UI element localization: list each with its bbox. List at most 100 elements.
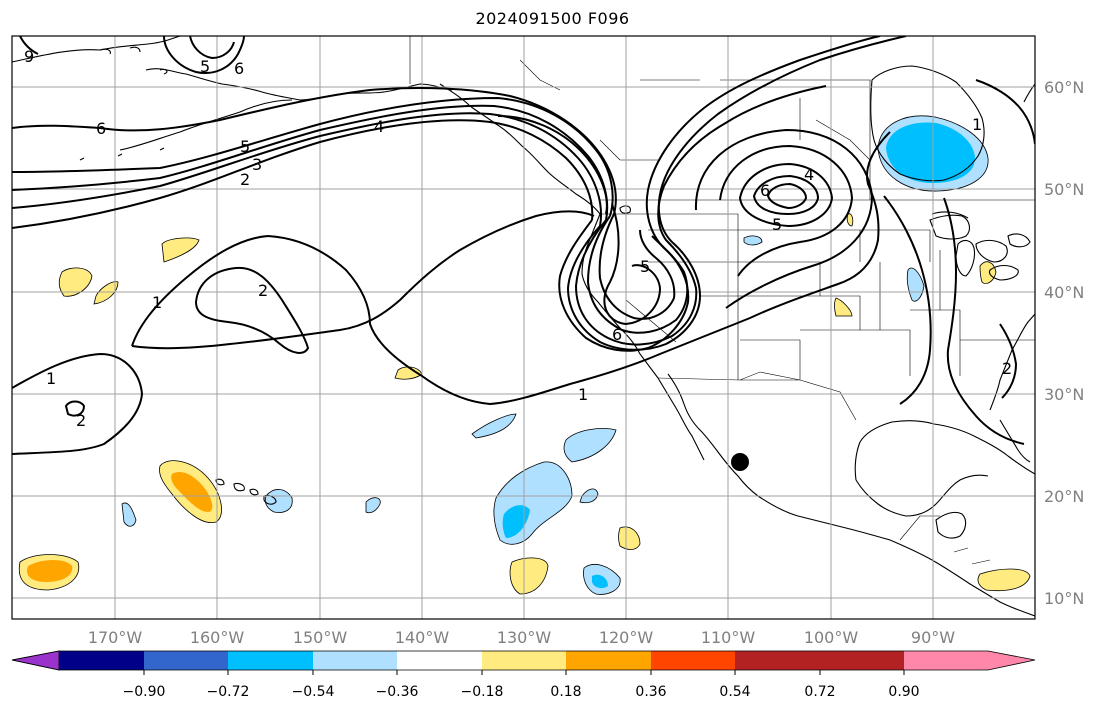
lat-label: 20°N <box>1044 487 1084 506</box>
colorbar-tick-label: 0.54 <box>719 684 750 700</box>
positive-anomaly-region <box>58 267 93 297</box>
positive-anomaly-region <box>509 557 549 595</box>
contour-label: 9 <box>24 47 34 66</box>
negative-anomaly-region <box>502 505 530 538</box>
colorbar-max-extension <box>904 651 1035 670</box>
positive-anomaly-region <box>834 297 853 317</box>
lon-label: 90°W <box>911 628 955 647</box>
lat-label: 50°N <box>1044 180 1084 199</box>
negative-anomaly-region <box>743 235 763 246</box>
colorbar-tick-label: 0.18 <box>550 684 581 700</box>
colorbar-swatch <box>59 651 144 670</box>
negative-anomaly-region <box>906 267 925 302</box>
contour-line <box>163 36 245 74</box>
lon-label: 160°W <box>190 628 245 647</box>
colorbar-tick-label: 0.72 <box>804 684 835 700</box>
contour-line <box>883 195 932 405</box>
colorbar-swatch <box>313 651 397 670</box>
contour-line <box>574 85 827 346</box>
colorbar-tick-label: −0.54 <box>292 684 335 700</box>
contour-lines <box>12 36 1035 455</box>
contour-line <box>766 182 808 210</box>
longitude-labels: 170°W 160°W 150°W 140°W 130°W 120°W 110°… <box>88 628 955 647</box>
contour-label: 1 <box>578 385 588 404</box>
contour-line <box>719 144 854 277</box>
positive-anomaly-region <box>171 471 213 512</box>
contour-line <box>12 112 602 227</box>
negative-anomaly-region <box>121 502 137 527</box>
colorbar-tick-label: −0.18 <box>461 684 504 700</box>
positive-anomaly-region <box>26 560 73 582</box>
colorbar-swatch <box>144 651 228 670</box>
lon-label: 110°W <box>701 628 756 647</box>
colorbar-ticks <box>143 670 905 675</box>
colorbar-swatch <box>651 651 735 670</box>
contour-label: 1 <box>46 369 56 388</box>
contour-line <box>738 162 834 228</box>
contour-label: 6 <box>96 119 106 138</box>
lon-label: 100°W <box>804 628 859 647</box>
colorbar-swatch <box>482 651 566 670</box>
contour-label: 5 <box>200 57 210 76</box>
contour-label: 2 <box>1002 359 1012 378</box>
contour-label: 4 <box>804 165 814 184</box>
contour-line <box>943 197 1025 445</box>
lon-label: 120°W <box>599 628 654 647</box>
contour-label: 1 <box>972 115 982 134</box>
contour-label: 4 <box>374 117 384 136</box>
positive-anomaly-region <box>979 261 997 284</box>
contour-line <box>194 266 310 354</box>
colorbar-tick-label: −0.90 <box>123 684 166 700</box>
coastlines <box>12 36 1035 617</box>
contour-label: 5 <box>240 137 250 156</box>
contour-label: 6 <box>760 181 770 200</box>
contour-line <box>752 174 820 216</box>
colorbar-tick-label: 0.36 <box>635 684 666 700</box>
contour-label: 6 <box>612 325 622 344</box>
contour-line <box>497 115 608 215</box>
colorbar-swatch <box>566 651 651 670</box>
colorbar: −0.90 −0.72 −0.54 −0.36 −0.18 0.18 0.36 … <box>11 650 1036 700</box>
contour-line <box>12 87 617 215</box>
contour-line <box>694 128 874 309</box>
map-border <box>11 35 1036 620</box>
colorbar-tick-label: −0.72 <box>207 684 250 700</box>
negative-anomaly-region <box>592 574 608 589</box>
contour-label: 5 <box>772 215 782 234</box>
contour-label: 2 <box>258 281 268 300</box>
lon-label: 150°W <box>293 628 348 647</box>
colorbar-min-extension <box>11 650 60 671</box>
contour-labels: 9 5 6 6 5 4 3 2 2 1 5 6 6 4 5 1 1 2 1 2 <box>24 47 1012 430</box>
negative-anomaly-region <box>886 122 975 184</box>
contour-line <box>12 104 609 221</box>
positive-anomaly-region <box>977 568 1031 592</box>
negative-anomaly-region <box>365 497 381 514</box>
lat-label: 40°N <box>1044 283 1084 302</box>
lat-label: 60°N <box>1044 78 1084 97</box>
map-title: 2024091500 F096 <box>475 9 630 28</box>
contour-line <box>189 36 235 60</box>
latitude-labels: 60°N 50°N 40°N 30°N 20°N 10°N <box>1044 78 1084 608</box>
storm-center-marker[interactable] <box>731 453 749 471</box>
colorbar-swatch <box>820 651 904 670</box>
negative-anomaly-region <box>264 489 293 513</box>
contour-line <box>64 400 86 417</box>
positive-anomaly-region <box>161 237 200 263</box>
negative-anomaly-region <box>471 413 517 439</box>
contour-line <box>131 131 891 406</box>
contour-label: 6 <box>234 59 244 78</box>
lon-label: 140°W <box>395 628 450 647</box>
contour-line <box>603 203 662 326</box>
contour-label: 1 <box>152 293 162 312</box>
contour-label: 5 <box>640 257 650 276</box>
lon-label: 130°W <box>497 628 552 647</box>
contour-line <box>131 210 595 350</box>
contour-line <box>566 36 907 351</box>
colorbar-swatch <box>397 651 482 670</box>
contour-line <box>12 119 594 229</box>
positive-anomaly-region <box>618 526 641 550</box>
colorbar-tick-label: 0.90 <box>888 684 919 700</box>
colorbar-swatch <box>228 651 313 670</box>
lon-label: 170°W <box>88 628 143 647</box>
